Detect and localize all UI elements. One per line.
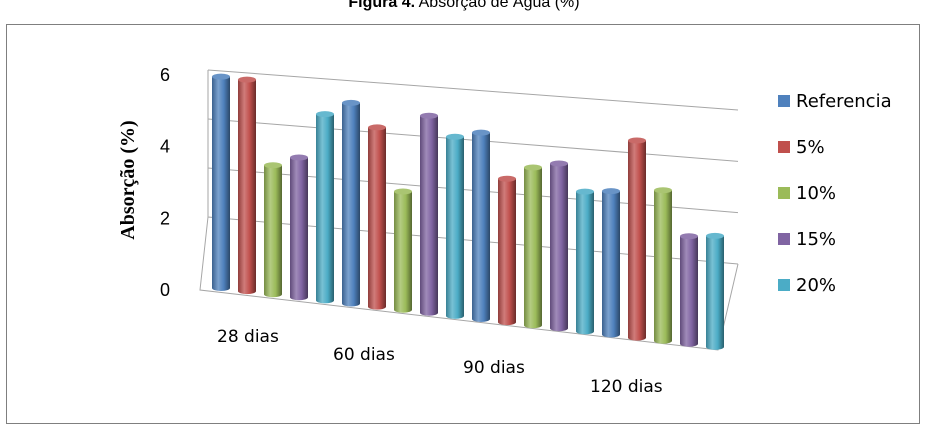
bar <box>680 233 698 347</box>
bar-top <box>654 187 672 194</box>
bar-top <box>290 154 308 161</box>
bar-body <box>316 114 334 304</box>
bar <box>628 137 646 341</box>
bar-top <box>472 129 490 136</box>
legend-label: 20% <box>796 275 836 296</box>
bar <box>550 160 568 332</box>
x-tick-label: 28 dias <box>217 327 279 347</box>
x-tick-label: 90 dias <box>463 358 525 378</box>
bar <box>212 73 230 291</box>
bar-top <box>420 112 438 119</box>
legend-label: Referencia <box>796 91 892 112</box>
bar <box>446 133 464 319</box>
bar-top <box>394 188 412 195</box>
bar-body <box>680 236 698 347</box>
legend-swatch <box>778 279 790 291</box>
legend-swatch <box>778 187 790 199</box>
legend-swatch <box>778 233 790 245</box>
bar <box>368 124 386 310</box>
legend-item: 10% <box>778 183 836 204</box>
legend-label: 10% <box>796 183 836 204</box>
bar-top <box>368 124 386 131</box>
bar-top <box>550 160 568 167</box>
bar <box>394 188 412 313</box>
bar <box>290 154 308 301</box>
legend-item: Referencia <box>778 91 892 112</box>
bar <box>420 112 438 316</box>
y-axis-ticks: 0 2 4 6 <box>160 65 170 300</box>
figure-title-number: Figura 4. <box>348 0 416 11</box>
bar <box>316 111 334 304</box>
y-tick-label: 2 <box>160 208 170 228</box>
bar-top <box>446 133 464 140</box>
bar <box>264 162 282 298</box>
bar-body <box>264 165 282 298</box>
bar-body <box>420 115 438 316</box>
bar-body <box>472 132 490 323</box>
bar-top <box>602 188 620 195</box>
bar-body <box>368 127 386 310</box>
bar-top <box>342 99 360 106</box>
bar-body <box>654 190 672 344</box>
bar-body <box>394 191 412 313</box>
bar-top <box>212 73 230 80</box>
bar-top <box>680 233 698 240</box>
bar-body <box>238 79 256 295</box>
legend-item: 5% <box>778 137 825 158</box>
floor-outline <box>199 216 739 351</box>
bar-body <box>212 76 230 291</box>
bar-body <box>446 136 464 319</box>
figure-title-text: Absorção de Água (%) <box>415 0 580 11</box>
legend-swatch <box>778 95 790 107</box>
bar-top <box>524 164 542 171</box>
legend-label: 15% <box>796 229 836 250</box>
legend-item: 15% <box>778 229 836 250</box>
bar-body <box>498 178 516 326</box>
x-tick-label: 120 dias <box>590 377 663 394</box>
bar-body <box>290 157 308 301</box>
bar-top <box>706 232 724 239</box>
legend-item: 20% <box>778 275 836 296</box>
bar <box>524 164 542 329</box>
bar-chart: 0 2 4 6 28 dias 60 dias 90 dias 120 dias Absor… <box>117 65 892 394</box>
y-tick-label: 6 <box>160 65 170 85</box>
bar <box>472 129 490 323</box>
bar-body <box>550 163 568 332</box>
bar <box>342 99 360 307</box>
bar <box>706 232 724 350</box>
y-tick-label: 4 <box>160 137 170 157</box>
y-axis-label: Absorção (%) <box>117 120 139 239</box>
bar <box>238 76 256 295</box>
bar-top <box>498 175 516 182</box>
bar <box>654 187 672 344</box>
bar-body <box>576 191 594 335</box>
legend-swatch <box>778 141 790 153</box>
gridline <box>207 69 739 111</box>
y-tick-label: 0 <box>160 280 170 300</box>
bar-body <box>628 140 646 341</box>
bar-body <box>524 167 542 329</box>
bar-body <box>602 191 620 338</box>
bar <box>498 175 516 326</box>
bars <box>212 73 724 350</box>
legend-label: 5% <box>796 137 825 158</box>
bar <box>602 188 620 338</box>
bar-top <box>316 111 334 118</box>
bar-body <box>342 102 360 307</box>
x-tick-label: 60 dias <box>333 345 395 365</box>
x-axis-categories: 28 dias 60 dias 90 dias 120 dias <box>217 327 663 394</box>
bar-top <box>628 137 646 144</box>
bar-body <box>706 235 724 350</box>
bar <box>576 188 594 335</box>
bar-top <box>576 188 594 195</box>
figure-title: Figura 4. Absorção de Água (%) <box>0 0 928 12</box>
bar-top <box>264 162 282 169</box>
legend: Referencia 5% 10% 15% 20% <box>778 91 892 296</box>
bar-top <box>238 76 256 83</box>
